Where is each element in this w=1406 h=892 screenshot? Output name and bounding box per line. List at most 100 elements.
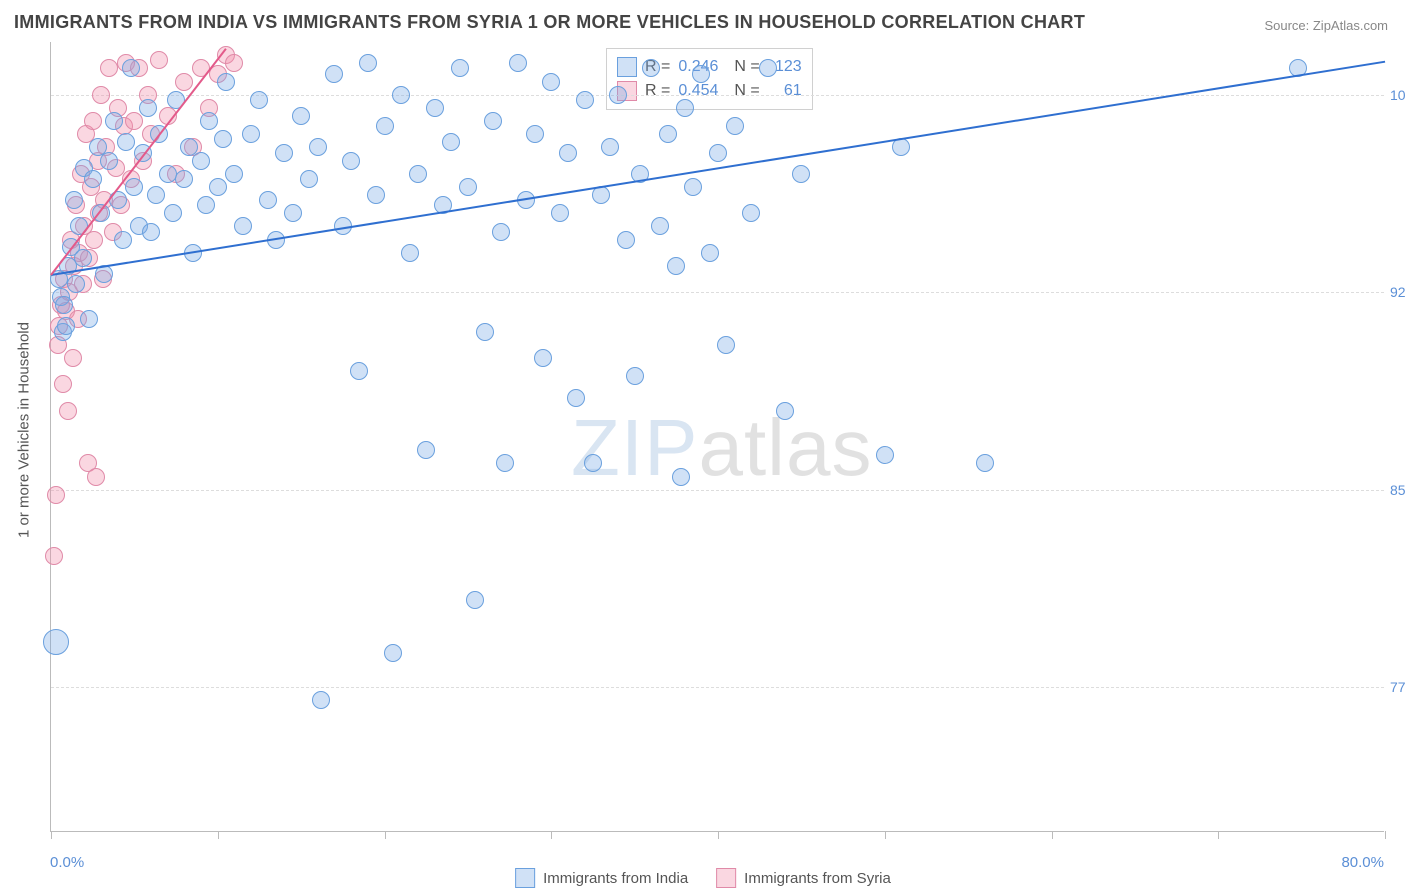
syria-point <box>125 112 143 130</box>
x-axis-max-label: 80.0% <box>1341 854 1384 871</box>
india-point <box>684 178 702 196</box>
india-point <box>250 91 268 109</box>
india-point <box>401 244 419 262</box>
india-point <box>451 59 469 77</box>
india-point <box>551 204 569 222</box>
india-point <box>159 165 177 183</box>
syria-point <box>100 59 118 77</box>
india-point <box>367 186 385 204</box>
syria-point <box>175 73 193 91</box>
india-point <box>359 54 377 72</box>
india-point <box>242 125 260 143</box>
india-point <box>147 186 165 204</box>
india-point <box>67 275 85 293</box>
india-point <box>275 144 293 162</box>
india-point <box>350 362 368 380</box>
india-point <box>114 231 132 249</box>
india-point <box>659 125 677 143</box>
india-point <box>484 112 502 130</box>
india-point <box>117 133 135 151</box>
india-point <box>284 204 302 222</box>
india-point <box>676 99 694 117</box>
india-point <box>509 54 527 72</box>
syria-point <box>54 375 72 393</box>
x-tick <box>1218 831 1219 839</box>
y-tick-label: 92.5% <box>1390 284 1406 300</box>
india-point <box>342 152 360 170</box>
y-tick-label: 77.5% <box>1390 679 1406 695</box>
india-point <box>709 144 727 162</box>
india-point <box>609 86 627 104</box>
x-tick <box>885 831 886 839</box>
india-point <box>559 144 577 162</box>
legend-item: Immigrants from Syria <box>716 868 891 888</box>
india-point <box>542 73 560 91</box>
source-label: Source: ZipAtlas.com <box>1264 18 1388 33</box>
legend-label: Immigrants from Syria <box>744 870 891 887</box>
syria-point <box>150 51 168 69</box>
india-point <box>122 59 140 77</box>
india-point <box>476 323 494 341</box>
india-point <box>197 196 215 214</box>
syria-point <box>45 547 63 565</box>
india-point <box>409 165 427 183</box>
india-point <box>209 178 227 196</box>
india-point <box>200 112 218 130</box>
india-point <box>43 629 69 655</box>
r-label: R = <box>645 79 670 103</box>
india-point <box>214 130 232 148</box>
india-point <box>717 336 735 354</box>
gridline <box>51 292 1384 293</box>
india-point <box>175 170 193 188</box>
india-point <box>496 454 514 472</box>
syria-point <box>85 231 103 249</box>
y-tick-label: 85.0% <box>1390 482 1406 498</box>
x-tick <box>551 831 552 839</box>
india-point <box>876 446 894 464</box>
india-point <box>442 133 460 151</box>
x-tick <box>218 831 219 839</box>
india-point <box>567 389 585 407</box>
legend-label: Immigrants from India <box>543 870 688 887</box>
n-label: N = <box>734 79 759 103</box>
india-point <box>651 217 669 235</box>
x-tick <box>1052 831 1053 839</box>
india-point <box>125 178 143 196</box>
india-point <box>292 107 310 125</box>
india-point <box>234 217 252 235</box>
n-value: 61 <box>768 79 802 103</box>
india-point <box>392 86 410 104</box>
india-point <box>105 112 123 130</box>
syria-point <box>59 402 77 420</box>
india-point <box>466 591 484 609</box>
india-point <box>55 296 73 314</box>
legend-item: Immigrants from India <box>515 868 688 888</box>
india-point <box>100 152 118 170</box>
india-point <box>309 138 327 156</box>
india-point <box>726 117 744 135</box>
x-tick <box>1385 831 1386 839</box>
india-point <box>701 244 719 262</box>
india-point <box>325 65 343 83</box>
watermark: ZIPatlas <box>571 402 872 494</box>
syria-point <box>84 112 102 130</box>
legend-stats-row: R =0.454N =61 <box>617 79 802 103</box>
india-point <box>759 59 777 77</box>
x-axis-min-label: 0.0% <box>50 854 84 871</box>
syria-point <box>87 468 105 486</box>
india-point <box>312 691 330 709</box>
india-point <box>584 454 602 472</box>
y-axis-title: 1 or more Vehicles in Household <box>16 322 33 538</box>
india-point <box>576 91 594 109</box>
india-point <box>667 257 685 275</box>
india-point <box>142 223 160 241</box>
india-point <box>65 191 83 209</box>
india-point <box>74 249 92 267</box>
syria-point <box>192 59 210 77</box>
india-point <box>601 138 619 156</box>
india-point <box>80 310 98 328</box>
x-tick <box>385 831 386 839</box>
india-point <box>217 73 235 91</box>
india-point <box>626 367 644 385</box>
india-point <box>192 152 210 170</box>
